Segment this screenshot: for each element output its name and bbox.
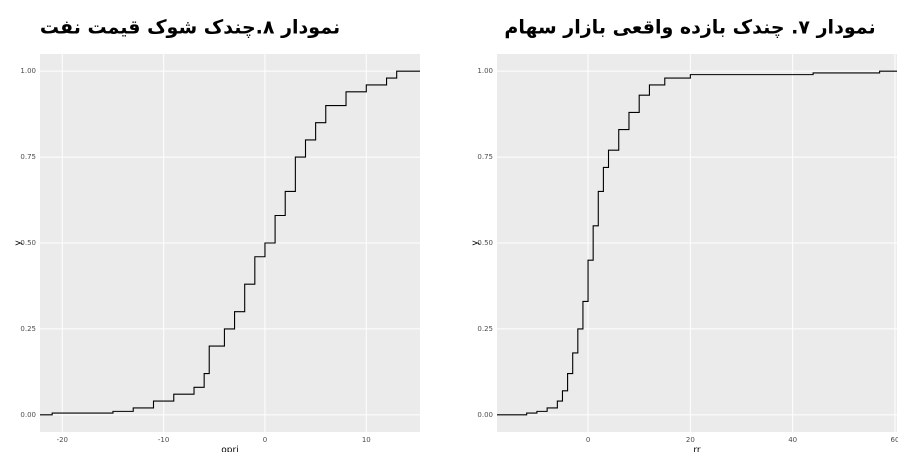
- x-axis-label: rr: [693, 446, 701, 452]
- x-tick-label: -10: [158, 436, 169, 444]
- x-axis-label: opri: [221, 446, 238, 452]
- x-tick-label: 60: [890, 436, 898, 444]
- x-tick-label: -20: [57, 436, 68, 444]
- y-tick-label: 0.00: [20, 411, 36, 419]
- ecdf-line: [497, 70, 897, 416]
- x-tick-label: 20: [686, 436, 695, 444]
- y-tick-label: 0.75: [20, 153, 36, 161]
- x-tick-label: 0: [586, 436, 590, 444]
- y-tick-label: 0.50: [20, 239, 36, 247]
- y-tick-label: 0.25: [20, 325, 36, 333]
- ecdf-line: [40, 70, 420, 416]
- y-tick-label: 0.75: [477, 153, 493, 161]
- y-tick-label: 1.00: [20, 67, 36, 75]
- y-tick-label: 1.00: [477, 67, 493, 75]
- x-tick-label: 40: [788, 436, 797, 444]
- chart-title: نمودار ۷. چندک بازده واقعی بازار سهام: [504, 17, 875, 39]
- x-tick-label: 10: [362, 436, 371, 444]
- y-axis-label: y: [14, 240, 24, 246]
- y-tick-label: 0.00: [477, 411, 493, 419]
- x-tick-label: 0: [263, 436, 267, 444]
- y-axis-label: y: [471, 240, 481, 246]
- chart-title: نمودار ۸.چندک شوک قیمت نفت: [40, 17, 340, 39]
- y-tick-label: 0.50: [477, 239, 493, 247]
- y-tick-label: 0.25: [477, 325, 493, 333]
